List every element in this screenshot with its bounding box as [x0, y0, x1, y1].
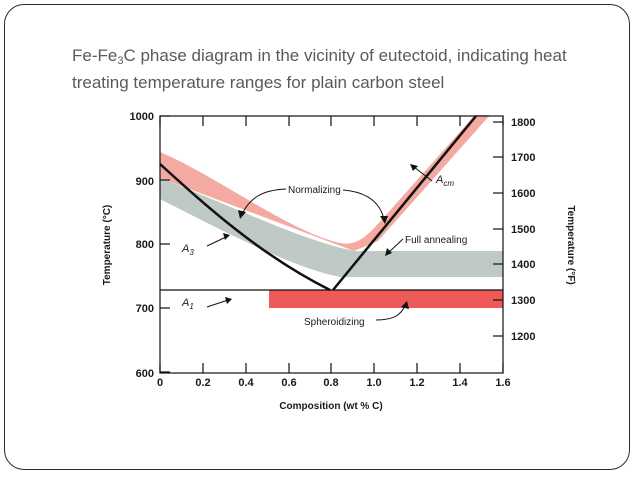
y-left-tick-label: 1000	[130, 111, 154, 123]
x-tick-label: 0.4	[238, 377, 254, 389]
y-right-tick-labels: 1200 1300 1400 1500 1600 1700 1800	[511, 117, 535, 343]
x-tick-label: 1.2	[409, 377, 424, 389]
slide-title: Fe-Fe3C phase diagram in the vicinity of…	[72, 46, 567, 92]
x-tick-label: 0.8	[323, 377, 338, 389]
y-right-tick-label: 1500	[511, 224, 535, 236]
y-left-axis-title: Temperature (°C)	[102, 205, 113, 286]
y-left-tick-label: 600	[136, 368, 154, 380]
axis-ticks	[159, 115, 504, 373]
annotation-arrows	[206, 166, 433, 321]
y-right-axis-title: Temperature (°F)	[565, 205, 576, 284]
spheroidizing-band	[269, 290, 503, 308]
y-right-tick-label: 1400	[511, 259, 535, 271]
x-tick-label: 0	[157, 377, 163, 389]
full-annealing-label: Full annealing	[405, 235, 467, 246]
x-tick-label: 0.2	[195, 377, 210, 389]
annotation-arrowheads	[223, 164, 418, 309]
y-left-tick-label: 900	[136, 176, 154, 188]
y-right-tick-label: 1300	[511, 295, 535, 307]
y-right-tick-label: 1200	[511, 331, 535, 343]
spheroidizing-label: Spheroidizing	[304, 317, 365, 328]
normalizing-band	[160, 115, 490, 251]
x-tick-label: 1.6	[495, 377, 510, 389]
x-axis-title: Composition (wt % C)	[279, 401, 382, 412]
x-tick-label: 0.6	[281, 377, 296, 389]
x-tick-label: 1.0	[366, 377, 381, 389]
y-right-tick-label: 1800	[511, 117, 535, 129]
full-annealing-band	[160, 178, 503, 277]
x-tick-labels: 0 0.2 0.4 0.6 0.8 1.0 1.2 1.4 1.6	[157, 377, 511, 389]
x-tick-label: 1.4	[452, 377, 468, 389]
a1-label: A1	[181, 297, 194, 311]
y-left-tick-label: 800	[136, 239, 154, 251]
y-left-tick-label: 700	[136, 303, 154, 315]
y-left-tick-labels: 600 700 800 900 1000	[130, 111, 154, 380]
acm-line	[332, 115, 477, 291]
a3-label: A3	[181, 243, 194, 257]
acm-label: Acm	[435, 174, 454, 188]
normalizing-label: Normalizing	[288, 185, 341, 196]
y-right-tick-label: 1600	[511, 188, 535, 200]
y-right-tick-label: 1700	[511, 152, 535, 164]
a3-line	[159, 163, 331, 292]
